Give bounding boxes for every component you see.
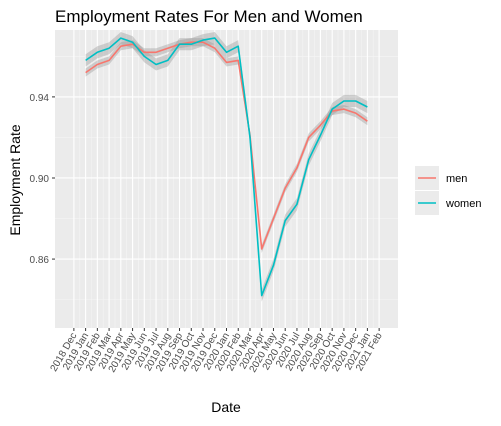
chart-title: Employment Rates For Men and Women <box>55 7 363 26</box>
y-tick-label: 0.90 <box>30 174 50 185</box>
x-axis-title: Date <box>211 399 241 415</box>
y-axis-title: Employment Rate <box>7 124 23 235</box>
y-axis: 0.86 0.90 0.94 <box>30 93 55 266</box>
y-tick-label: 0.86 <box>30 255 50 266</box>
legend-label-women: women <box>445 198 481 210</box>
legend: men women <box>415 166 481 215</box>
y-tick-label: 0.94 <box>30 93 50 104</box>
legend-label-men: men <box>446 173 467 185</box>
